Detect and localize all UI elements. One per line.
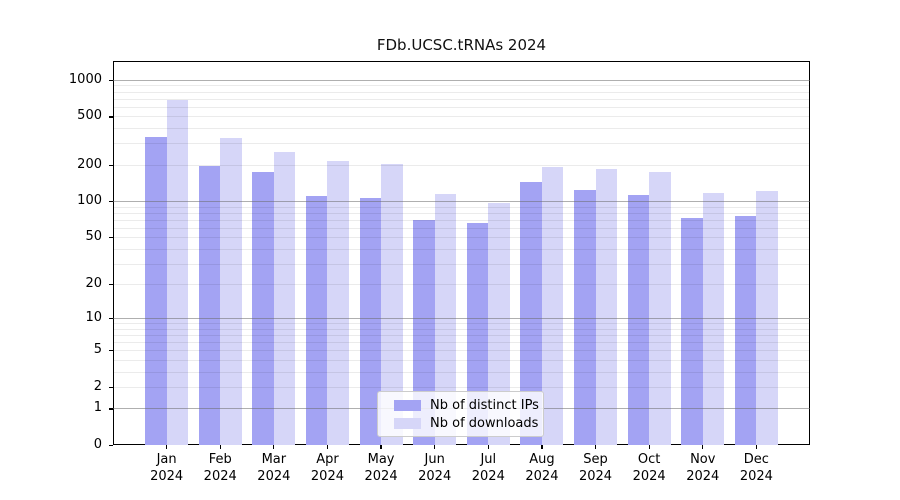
bar-downloads-sep	[595, 168, 618, 445]
bar-distinct-ips-jul	[466, 222, 489, 445]
bar-downloads-mar	[273, 151, 296, 445]
bar-distinct-ips-aug	[520, 181, 542, 445]
x-tick	[326, 445, 329, 449]
x-tick-label-may: May 2024	[364, 452, 398, 484]
bar-downloads-apr	[327, 161, 349, 445]
bar-distinct-ips-dec	[734, 216, 757, 445]
legend-swatch-distinct-ips	[394, 399, 421, 411]
bar-downloads-jul	[488, 202, 510, 445]
x-tick-label-feb: Feb 2024	[203, 452, 237, 484]
y-tick-label: 0	[93, 437, 102, 452]
x-tick-label-mar: Mar 2024	[257, 452, 291, 484]
y-tick-label: 20	[85, 276, 102, 292]
y-tick-label: 1000	[68, 71, 102, 87]
y-tick-label: 100	[77, 193, 102, 209]
x-tick	[380, 445, 382, 449]
bar-downloads-may	[381, 163, 403, 445]
x-tick-label-oct: Oct 2024	[632, 452, 666, 484]
bar-distinct-ips-mar	[252, 172, 274, 445]
legend-label-downloads: Nb of downloads	[430, 415, 539, 431]
y-tick	[109, 445, 113, 447]
bar-downloads-nov	[702, 193, 725, 445]
x-tick	[487, 445, 489, 449]
x-tick	[594, 445, 597, 449]
y-tick	[109, 408, 113, 410]
x-tick	[219, 445, 221, 449]
x-tick-label-nov: Nov 2024	[686, 452, 720, 484]
y-tick	[109, 318, 113, 320]
y-tick-label: 10	[85, 310, 102, 326]
y-tick-label: 5	[93, 342, 102, 358]
legend-item-downloads: Nb of downloads	[394, 415, 539, 431]
bar-distinct-ips-oct	[627, 194, 650, 445]
chart-title: FDb.UCSC.tRNAs 2024	[376, 36, 547, 54]
x-tick-label-jun: Jun 2024	[418, 452, 452, 484]
y-tick-label: 1	[93, 400, 102, 416]
legend-item-distinct-ips: Nb of distinct IPs	[394, 398, 539, 413]
y-tick	[109, 284, 113, 286]
y-tick	[109, 79, 113, 82]
legend: Nb of distinct IPs Nb of downloads	[377, 391, 544, 437]
y-tick	[109, 237, 113, 239]
x-tick	[166, 445, 168, 449]
bar-distinct-ips-jan	[145, 136, 167, 445]
y-tick	[109, 386, 113, 389]
bar-distinct-ips-feb	[198, 166, 221, 445]
y-tick-label: 200	[77, 156, 102, 172]
bar-downloads-aug	[541, 167, 564, 445]
bar-downloads-jun	[434, 193, 457, 445]
x-tick	[273, 445, 275, 449]
bar-downloads-jan	[166, 99, 189, 445]
y-tick	[109, 116, 113, 118]
legend-swatch-downloads	[394, 417, 421, 429]
x-tick	[648, 445, 650, 449]
x-tick	[755, 445, 757, 449]
x-tick	[541, 445, 543, 449]
x-tick-label-aug: Aug 2024	[525, 452, 559, 484]
x-tick	[702, 445, 704, 449]
bar-distinct-ips-nov	[681, 218, 703, 445]
bar-distinct-ips-jun	[413, 219, 435, 445]
bar-downloads-feb	[220, 138, 242, 445]
x-tick-label-dec: Dec 2024	[739, 452, 773, 484]
y-tick-label: 50	[85, 229, 102, 245]
bar-distinct-ips-may	[359, 197, 382, 445]
x-tick-label-jul: Jul 2024	[471, 452, 505, 484]
y-tick-label: 500	[77, 108, 102, 124]
y-tick	[109, 350, 113, 352]
y-tick	[109, 164, 113, 166]
bar-distinct-ips-sep	[574, 189, 596, 445]
bar-distinct-ips-apr	[305, 196, 328, 445]
x-tick	[434, 445, 436, 449]
x-tick-label-apr: Apr 2024	[310, 452, 344, 484]
bar-downloads-dec	[756, 190, 778, 445]
x-tick-label-jan: Jan 2024	[150, 452, 184, 484]
legend-label-distinct-ips: Nb of distinct IPs	[430, 397, 539, 413]
x-tick-label-sep: Sep 2024	[578, 452, 613, 484]
y-tick-label: 2	[93, 378, 102, 394]
y-tick	[109, 201, 113, 203]
bar-downloads-oct	[649, 172, 671, 445]
